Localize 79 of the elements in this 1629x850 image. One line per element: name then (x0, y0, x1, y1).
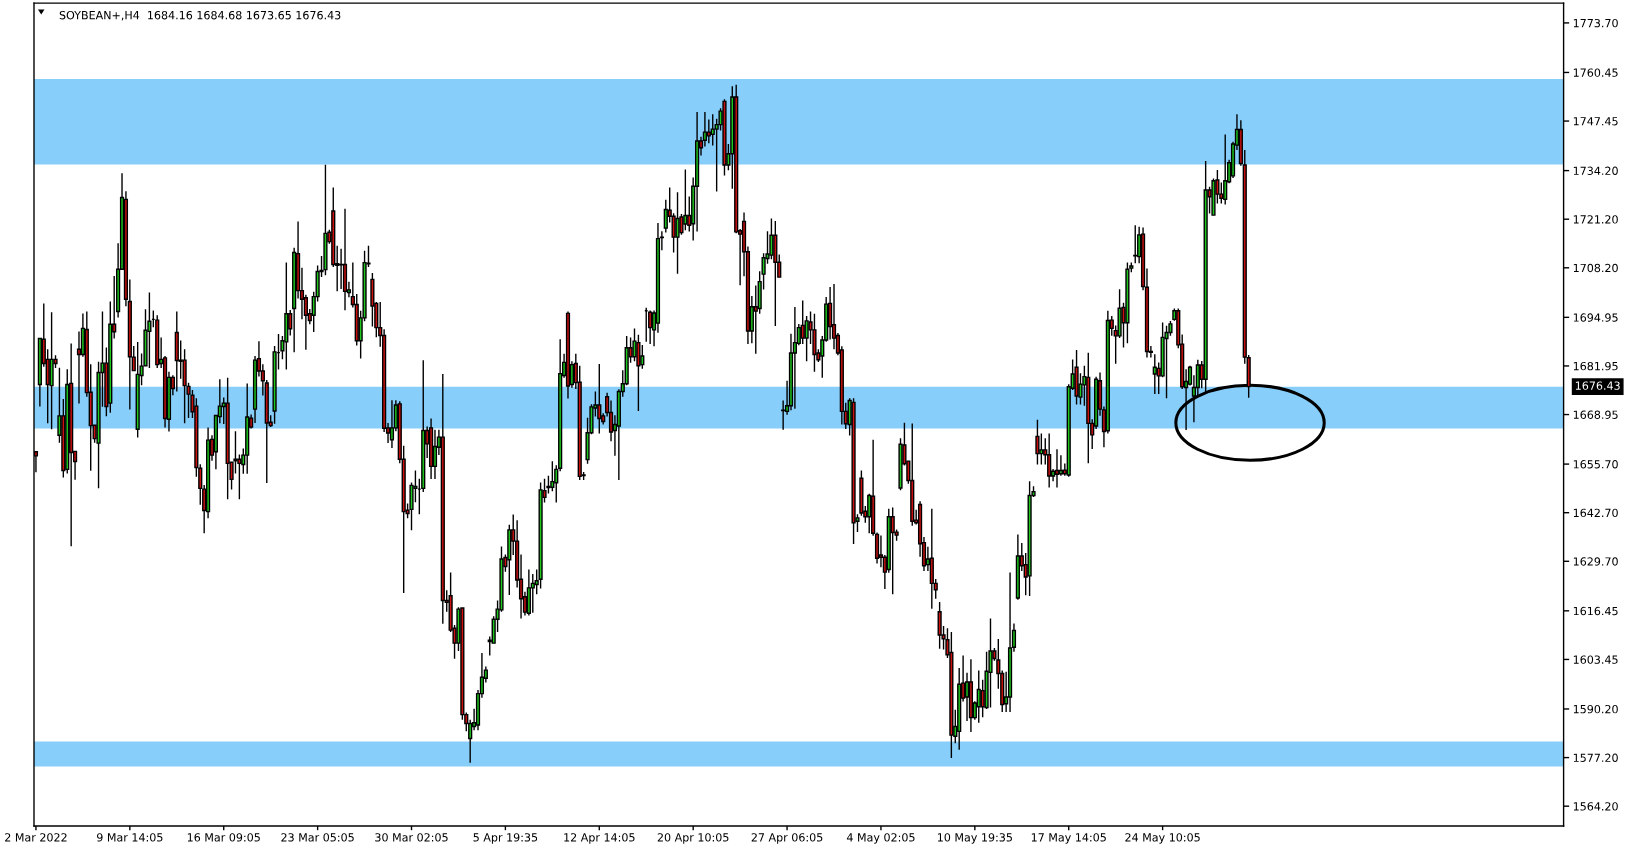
candlestick (1074, 350, 1079, 405)
candlestick (1047, 433, 1052, 488)
x-tick-label: 16 Mar 09:05 (187, 833, 260, 842)
candlestick (1054, 449, 1060, 488)
y-tick-label: 1629.70 (1573, 557, 1618, 566)
candlestick (245, 383, 250, 474)
candlestick (773, 221, 778, 327)
candlestick (1027, 481, 1032, 597)
candlestick (428, 418, 434, 479)
candlestick (812, 313, 817, 372)
candlestick (1125, 262, 1130, 344)
candlestick (949, 632, 954, 758)
y-tick-label: 1747.45 (1573, 117, 1618, 126)
candlestick (1164, 325, 1169, 399)
candlestick (988, 618, 993, 708)
y-tick-label: 1721.20 (1573, 215, 1618, 224)
x-tick-label: 5 Apr 19:35 (473, 833, 538, 844)
y-tick-label: 1577.20 (1573, 753, 1618, 762)
x-tick-label: 12 Apr 14:05 (564, 833, 635, 844)
candlestick (323, 164, 328, 276)
x-tick-label: 20 Apr 10:05 (657, 833, 729, 844)
y-tick-label: 1616.45 (1573, 606, 1618, 616)
y-tick-label: 1708.20 (1573, 263, 1618, 273)
y-tick-label: 1655.70 (1573, 460, 1618, 469)
candlestick (722, 99, 727, 176)
candlestick (174, 311, 179, 392)
candlestick (225, 377, 230, 500)
candlestick (147, 292, 152, 368)
y-tick-label: 1590.20 (1573, 704, 1618, 714)
x-tick-label: 4 May 02:05 (846, 833, 915, 844)
x-tick-label: 30 Mar 02:05 (375, 833, 448, 842)
candlestick (565, 311, 571, 399)
candlestick (135, 341, 140, 438)
x-tick-label: 2 Mar 2022 (5, 833, 67, 842)
x-tick-label: 24 May 10:05 (1125, 833, 1200, 844)
candlestick (342, 208, 348, 311)
y-tick-label: 1668.95 (1573, 410, 1618, 419)
x-tick-label: 17 May 14:05 (1031, 833, 1106, 844)
candlestick (1152, 354, 1157, 395)
y-tick-label: 1681.95 (1573, 361, 1618, 371)
y-tick-label: 1603.45 (1573, 655, 1618, 664)
y-tick-label: 1642.70 (1573, 508, 1618, 518)
candlestick (440, 374, 445, 624)
candlestick (1133, 225, 1138, 264)
candlestick (284, 262, 289, 370)
candlestick (1035, 419, 1040, 465)
x-tick-label: 27 Apr 06:05 (751, 833, 823, 844)
candlestick (49, 312, 54, 430)
text: 1676.43 (1575, 381, 1620, 390)
candlestick (675, 192, 680, 274)
y-tick-label: 1773.70 (1573, 18, 1618, 28)
candlestick (1223, 134, 1228, 205)
y-tick-label: 1734.20 (1573, 166, 1618, 175)
candlestick (792, 307, 797, 409)
y-tick-label: 1760.45 (1573, 68, 1618, 77)
text: SOYBEAN+,H4 1684.16 1684.68 1673.65 1676.43 (59, 10, 341, 21)
y-tick-label: 1694.95 (1573, 313, 1618, 322)
candlestick (910, 423, 915, 526)
candlestick (644, 307, 649, 342)
x-tick-label: 9 Mar 14:05 (96, 833, 163, 842)
candlestick (937, 602, 942, 649)
candlestick (526, 569, 531, 616)
candlestick (851, 398, 856, 545)
candlestick (597, 363, 602, 434)
candlestick (530, 574, 535, 613)
candlestick (1086, 352, 1091, 464)
candlestick (1007, 572, 1013, 712)
candlestick (1015, 534, 1020, 600)
candlestick (683, 169, 688, 231)
candlestick (890, 507, 895, 595)
y-tick-label: 1564.20 (1573, 802, 1618, 811)
candlestick (976, 670, 981, 723)
x-tick-label: 23 Mar 05:05 (281, 833, 354, 842)
candlestick (389, 400, 395, 448)
candlestick (69, 343, 74, 547)
x-tick-label: 10 May 19:35 (937, 833, 1012, 844)
candlestick (968, 659, 974, 733)
candlestick (648, 310, 653, 345)
candlestick (929, 508, 934, 609)
